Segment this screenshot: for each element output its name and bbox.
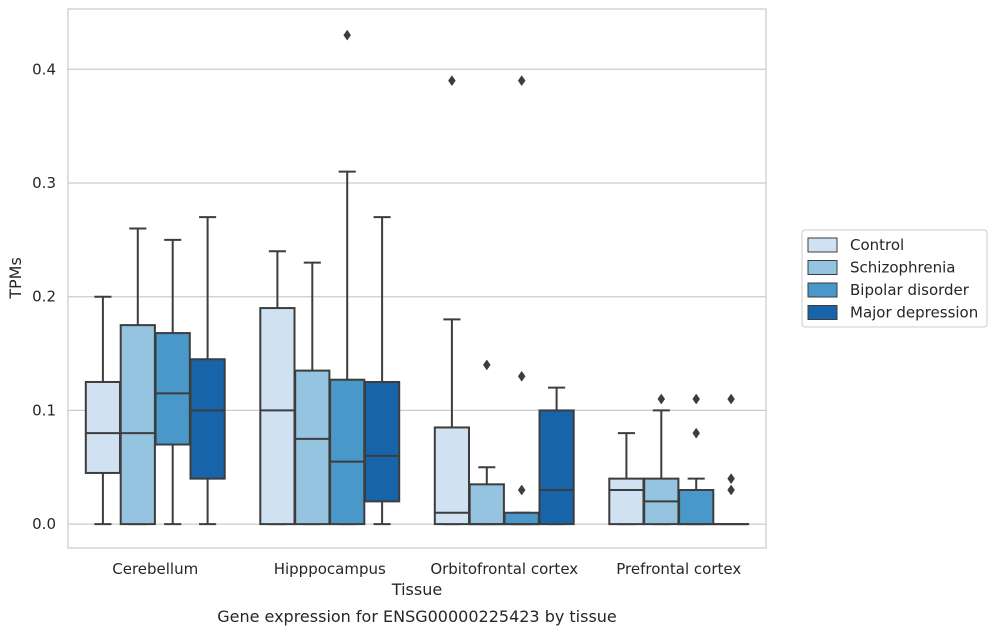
y-tick-label: 0.3 [32, 174, 56, 192]
outlier-point [727, 393, 735, 405]
box-iqr [678, 489, 715, 526]
outlier-point [692, 427, 701, 439]
box-iqr [329, 378, 366, 526]
box-group [363, 216, 401, 526]
box-layer [84, 29, 750, 526]
box-group [643, 393, 680, 526]
plot-frame [67, 8, 767, 549]
box-group [259, 250, 296, 526]
box-iqr [608, 477, 645, 526]
x-axis-label: Tissue [391, 580, 442, 599]
box-group [294, 261, 331, 526]
box-group [678, 393, 715, 526]
outlier-point [657, 393, 666, 405]
outlier-point [692, 393, 701, 405]
box-iqr [433, 426, 471, 526]
x-tick-label: Hipppocampus [274, 560, 386, 578]
box-iqr [538, 409, 575, 526]
x-tick-label: Prefrontal cortex [616, 560, 741, 578]
box-group [189, 216, 226, 526]
box-group [84, 295, 122, 526]
y-axis-label: TPMs [6, 257, 25, 300]
outlier-point [517, 484, 526, 496]
outlier-point [517, 370, 526, 382]
box-group [608, 432, 645, 526]
legend: Control Schizophrenia Bipolar disorder Majo… [801, 229, 988, 328]
box-group [468, 359, 505, 526]
outlier-point [517, 75, 526, 87]
box-iqr [154, 332, 191, 446]
legend-swatch [807, 305, 838, 320]
outlier-point [448, 75, 456, 87]
outlier-point [482, 359, 491, 371]
legend-label: Control [850, 236, 904, 254]
legend-label: Bipolar disorder [850, 281, 970, 299]
box-group [712, 393, 750, 526]
legend-frame [801, 229, 988, 328]
box-iqr [119, 324, 156, 526]
legend-label: Schizophrenia [850, 259, 955, 277]
legend-label: Major depression [850, 304, 978, 322]
box-iqr [294, 369, 331, 526]
box-group [433, 75, 471, 526]
y-tick-labels: 0.0 0.1 0.2 0.3 0.4 [32, 60, 56, 533]
box-iqr [503, 511, 540, 526]
y-tick-label: 0.4 [32, 60, 56, 78]
x-tick-labels: Cerebellum Hipppocampus Orbitofrontal cort… [112, 560, 741, 578]
box-group [503, 75, 540, 526]
y-tick-label: 0.1 [32, 401, 56, 419]
box-group [538, 386, 575, 526]
outlier-point [727, 473, 735, 485]
box-group [119, 227, 156, 526]
y-tick-label: 0.2 [32, 288, 56, 306]
legend-swatch [807, 260, 838, 275]
box-group [154, 238, 191, 526]
outlier-point [727, 484, 735, 496]
box-group [329, 29, 366, 526]
box-iqr [259, 307, 296, 526]
box-iqr [468, 483, 505, 526]
outlier-point [343, 29, 352, 41]
box-iqr [84, 380, 122, 474]
legend-swatch [807, 237, 838, 253]
box-iqr [363, 380, 401, 503]
legend-swatch [807, 282, 838, 298]
figure-caption: Gene expression for ENSG00000225423 by t… [217, 607, 617, 626]
x-tick-label: Cerebellum [112, 560, 198, 578]
x-tick-label: Orbitofrontal cortex [430, 560, 578, 578]
y-tick-label: 0.0 [32, 515, 56, 533]
box-iqr [189, 358, 226, 480]
